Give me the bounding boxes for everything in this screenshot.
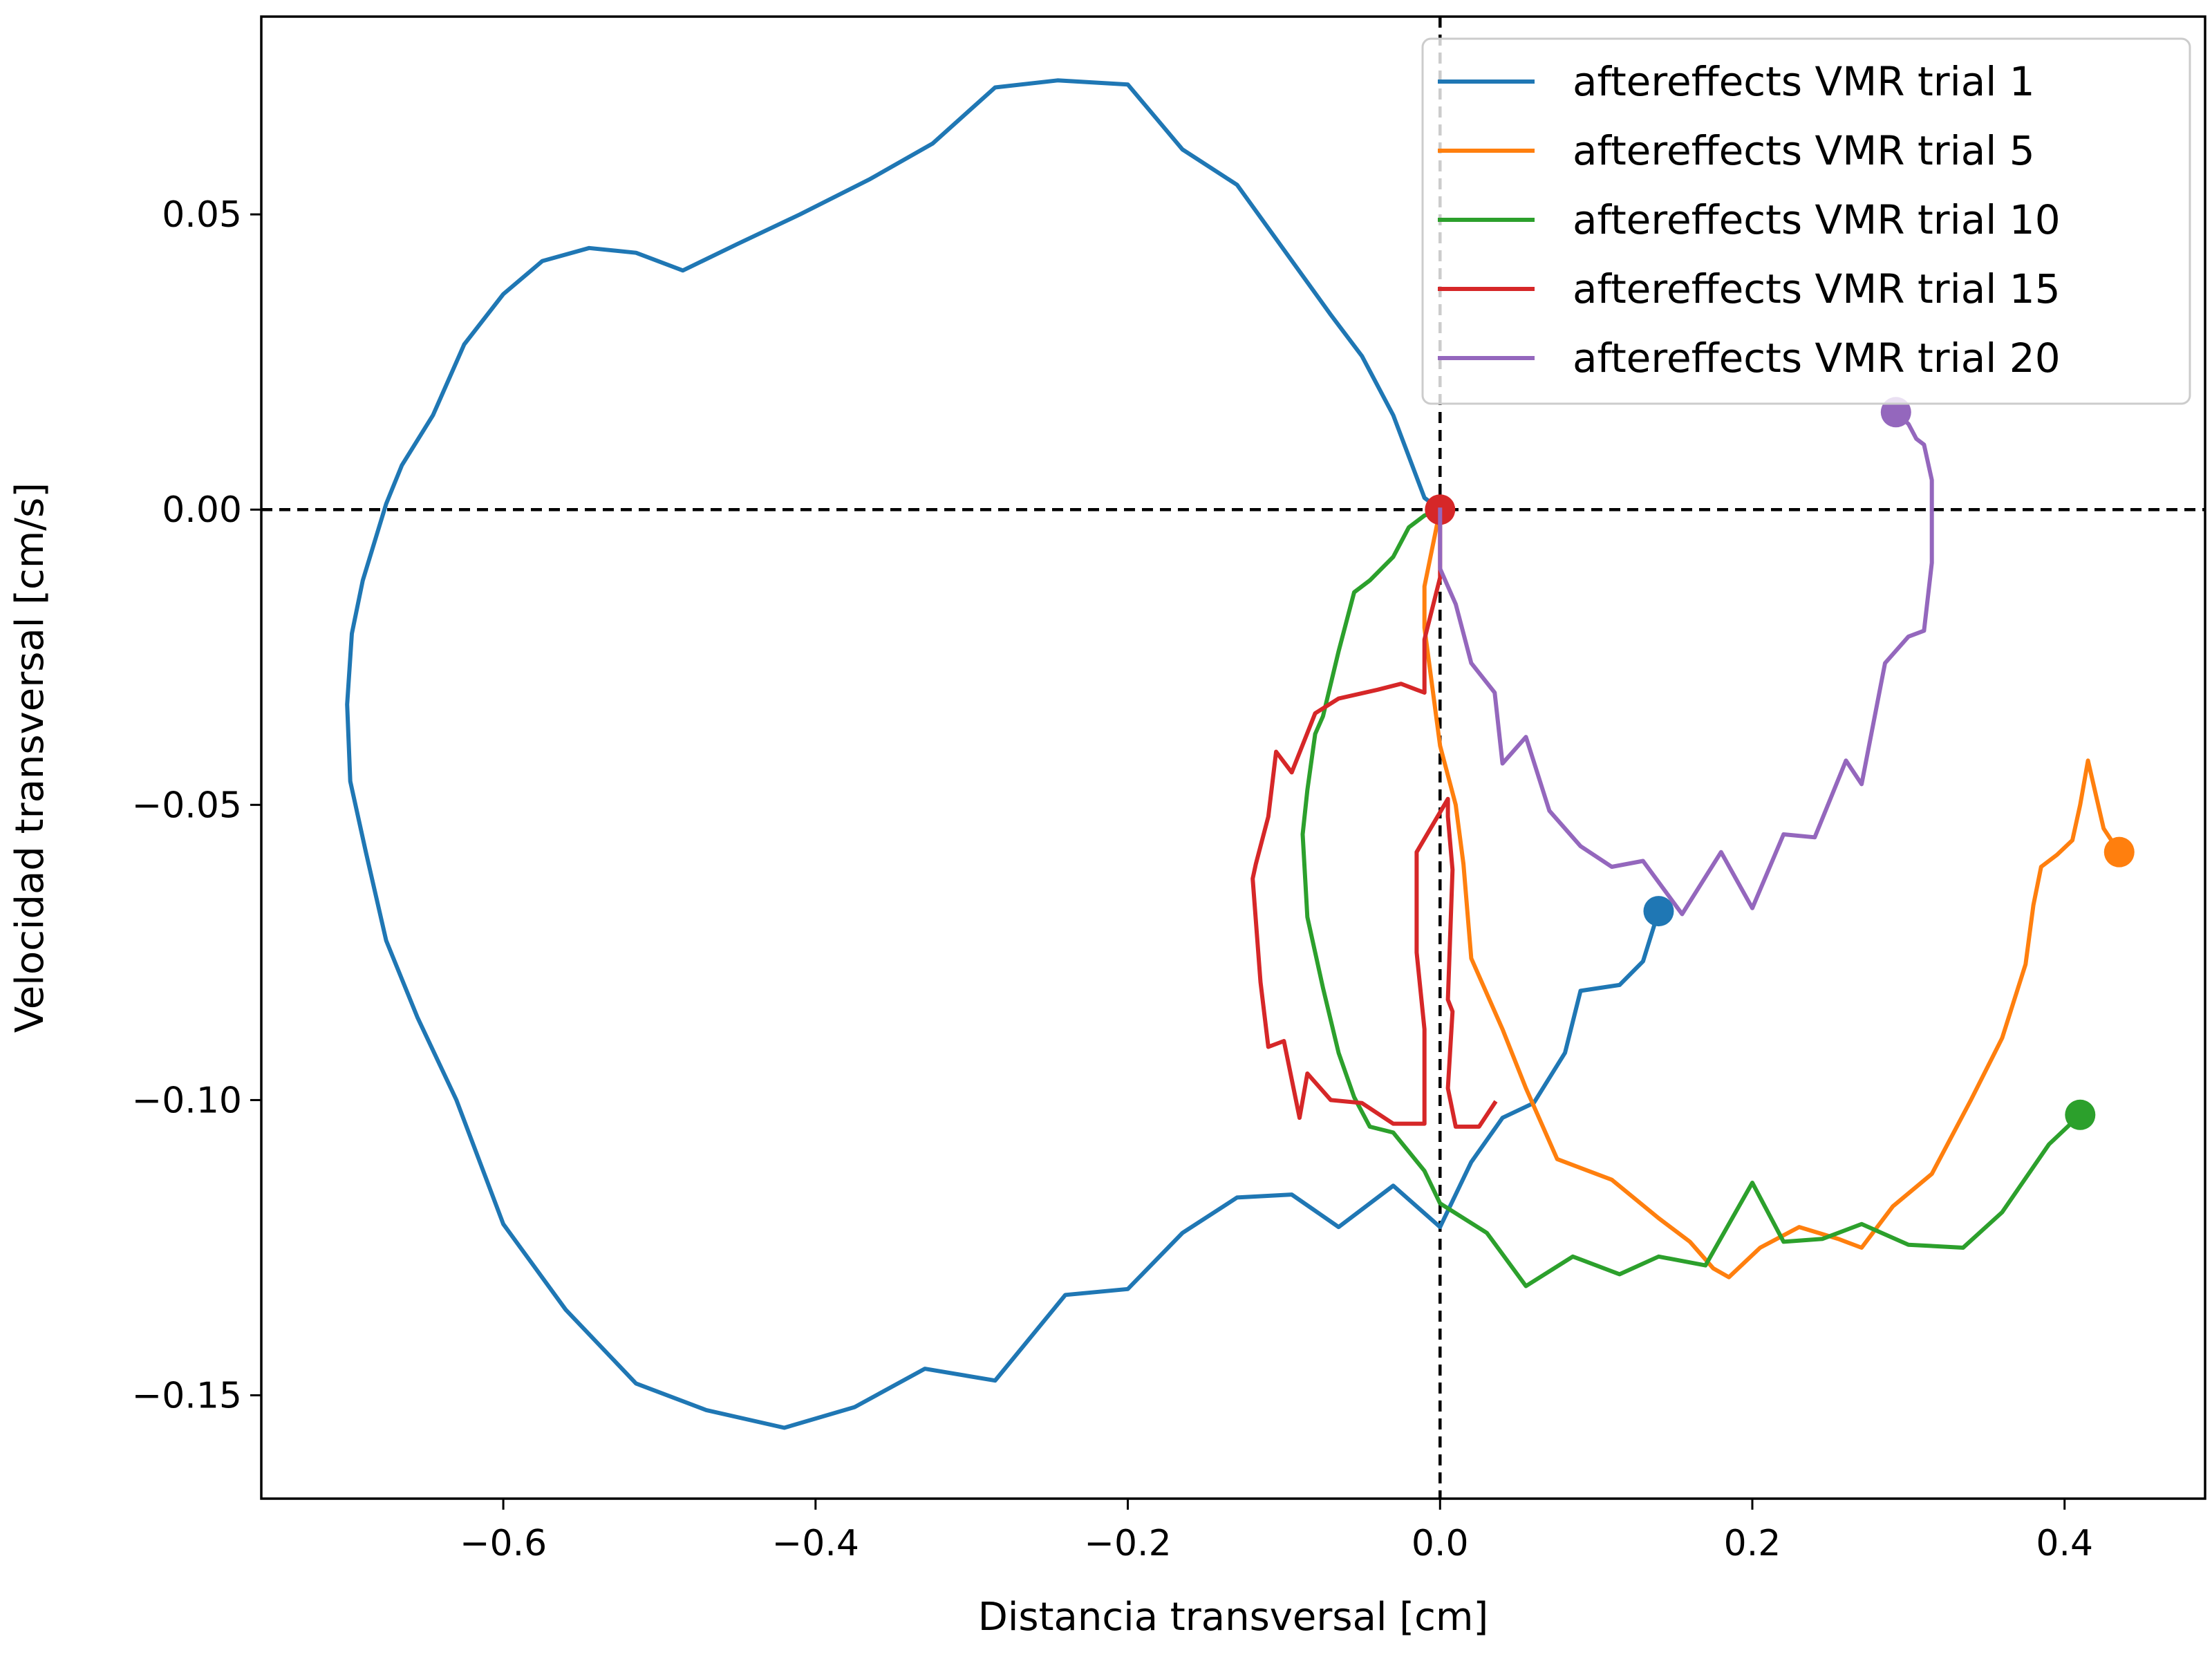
- x-tick-label: 0.4: [2036, 1523, 2093, 1564]
- y-tick-label: −0.15: [132, 1376, 242, 1417]
- x-tick-label: −0.2: [1084, 1523, 1171, 1564]
- legend-entry-3: aftereffects VMR trial 10: [1573, 196, 2061, 243]
- legend-entry-5: aftereffects VMR trial 20: [1573, 335, 2061, 382]
- series-line-2: [1422, 507, 2122, 1280]
- x-axis-label: Distancia transversal [cm]: [978, 1595, 1489, 1640]
- x-tick-label: 0.2: [1724, 1523, 1781, 1564]
- x-tick-label: −0.4: [772, 1523, 859, 1564]
- x-axis-ticks: −0.6 −0.4 −0.2 0.0 0.2 0.4: [460, 1499, 2093, 1564]
- series-line-1: [345, 78, 1662, 1430]
- y-axis-ticks: −0.15 −0.10 −0.05 0.00 0.05: [132, 194, 261, 1417]
- y-tick-label: −0.05: [132, 785, 242, 826]
- legend-box: [1421, 37, 2191, 405]
- series-line-4: [1250, 507, 1498, 1129]
- legend-entry-4: aftereffects VMR trial 15: [1573, 265, 2061, 312]
- legend: aftereffects VMR trial 1 aftereffects VMR…: [1421, 37, 2191, 405]
- legend-entry-1: aftereffects VMR trial 1: [1573, 58, 2035, 105]
- y-tick-label: 0.00: [162, 489, 242, 531]
- series-line-3: [1300, 507, 2083, 1288]
- series-end-marker-2: [2103, 836, 2135, 868]
- x-tick-label: 0.0: [1412, 1523, 1469, 1564]
- plot-frame: [260, 15, 2206, 1500]
- reference-lines: [261, 17, 2205, 1499]
- y-tick-label: 0.05: [162, 194, 242, 236]
- series-layer: [345, 78, 2135, 1430]
- x-tick-label: −0.6: [460, 1523, 547, 1564]
- series-end-marker-3: [2065, 1099, 2096, 1130]
- legend-entry-2: aftereffects VMR trial 5: [1573, 127, 2035, 174]
- y-axis-label: Velocidad transversal [cm/s]: [8, 482, 53, 1033]
- series-end-marker-1: [1643, 896, 1674, 927]
- y-tick-label: −0.10: [132, 1080, 242, 1121]
- series-line-5: [1438, 409, 1934, 917]
